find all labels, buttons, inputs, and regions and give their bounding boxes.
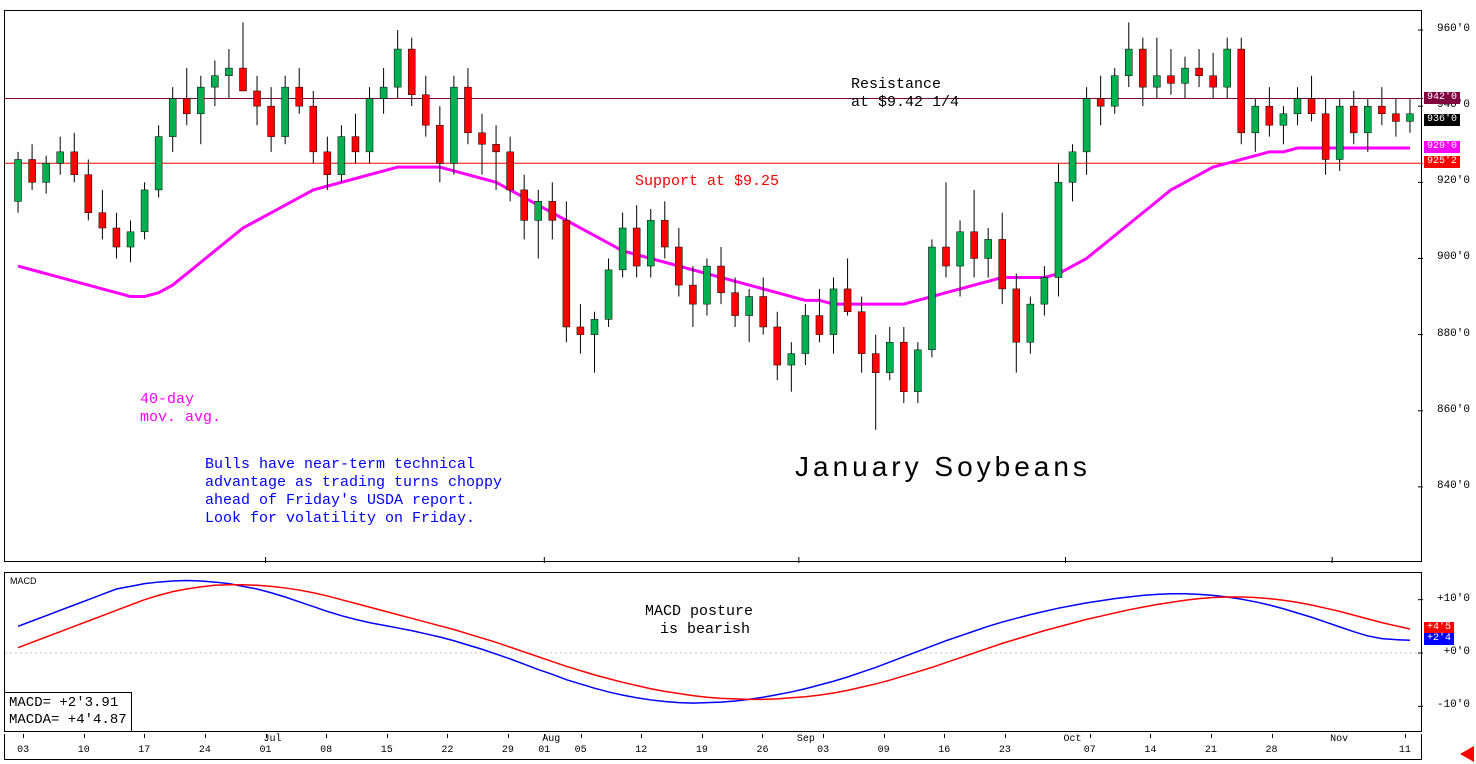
macd-price-tag: +2'4 — [1424, 633, 1454, 645]
y-tick-label: 960'0 — [1437, 23, 1470, 35]
chart-annotation: Look for volatility on Friday. — [205, 510, 475, 527]
chart-annotation: mov. avg. — [140, 409, 221, 426]
x-axis: 0310172401Jul0815222901Aug05121926Sep030… — [4, 734, 1422, 760]
x-month-label: Oct — [1064, 734, 1082, 745]
x-tick-label: 07 — [1084, 745, 1096, 756]
macd-y-tick: +0'0 — [1444, 646, 1470, 658]
macd-value: MACD= +2'3.91 — [9, 695, 127, 712]
y-tick-label: 900'0 — [1437, 251, 1470, 263]
x-tick-label: 10 — [78, 745, 90, 756]
x-tick-label: 23 — [999, 745, 1011, 756]
x-tick-label: 01 — [538, 745, 550, 756]
macd-chart: MACD MACD postureis bearish MACD= +2'3.9… — [4, 572, 1422, 732]
x-tick-label: 08 — [320, 745, 332, 756]
macd-y-tick: -10'0 — [1437, 699, 1470, 711]
macd-annotation: MACD posture — [645, 603, 753, 620]
x-tick-label: 21 — [1205, 745, 1217, 756]
x-month-label: Nov — [1330, 734, 1348, 745]
x-month-label: Jul — [264, 734, 282, 745]
scroll-right-arrow-icon[interactable] — [1460, 746, 1474, 762]
chart-annotation: Resistance — [851, 76, 941, 93]
x-tick-label: 01 — [260, 745, 272, 756]
x-tick-label: 26 — [756, 745, 768, 756]
price-tag: 936'0 — [1424, 114, 1460, 126]
x-tick-label: 19 — [696, 745, 708, 756]
macd-annotation: is bearish — [660, 621, 750, 638]
y-tick-label: 920'0 — [1437, 175, 1470, 187]
x-tick-label: 14 — [1144, 745, 1156, 756]
x-tick-label: 24 — [199, 745, 211, 756]
chart-annotation: ahead of Friday's USDA report. — [205, 492, 475, 509]
macd-y-axis: +10'0 +0'0 -10'0 — [1424, 572, 1474, 732]
x-month-label: Aug — [542, 734, 560, 745]
x-tick-label: 12 — [635, 745, 647, 756]
x-tick-label: 11 — [1399, 745, 1411, 756]
macd-svg — [5, 573, 1423, 733]
chart-container: Resistanceat $9.42 1/4 Support at $9.25 40… — [0, 0, 1476, 764]
chart-annotation: Support at $9.25 — [635, 173, 779, 190]
price-tag: 942'0 — [1424, 92, 1460, 104]
x-tick-label: 29 — [502, 745, 514, 756]
x-tick-label: 16 — [938, 745, 950, 756]
y-tick-label: 840'0 — [1437, 480, 1470, 492]
x-tick-label: 03 — [17, 745, 29, 756]
y-tick-label: 880'0 — [1437, 328, 1470, 340]
y-tick-label: 860'0 — [1437, 404, 1470, 416]
chart-annotation: advantage as trading turns choppy — [205, 474, 502, 491]
chart-title: January Soybeans — [795, 451, 1091, 483]
x-tick-label: 22 — [441, 745, 453, 756]
x-tick-label: 09 — [878, 745, 890, 756]
x-month-label: Sep — [797, 734, 815, 745]
main-price-chart: Resistanceat $9.42 1/4 Support at $9.25 40… — [4, 10, 1422, 562]
price-tag: 929'0 — [1424, 141, 1460, 153]
macda-value: MACDA= +4'4.87 — [9, 712, 127, 729]
x-tick-label: 03 — [817, 745, 829, 756]
chart-annotation: at $9.42 1/4 — [851, 94, 959, 111]
x-tick-label: 05 — [575, 745, 587, 756]
x-tick-label: 15 — [381, 745, 393, 756]
chart-annotation: Bulls have near-term technical — [205, 456, 475, 473]
x-tick-label: 28 — [1266, 745, 1278, 756]
macd-values-box: MACD= +2'3.91 MACDA= +4'4.87 — [5, 692, 132, 731]
chart-annotation: 40-day — [140, 391, 194, 408]
price-tag: 925'2 — [1424, 156, 1460, 168]
macd-y-tick: +10'0 — [1437, 593, 1470, 605]
x-tick-label: 17 — [138, 745, 150, 756]
